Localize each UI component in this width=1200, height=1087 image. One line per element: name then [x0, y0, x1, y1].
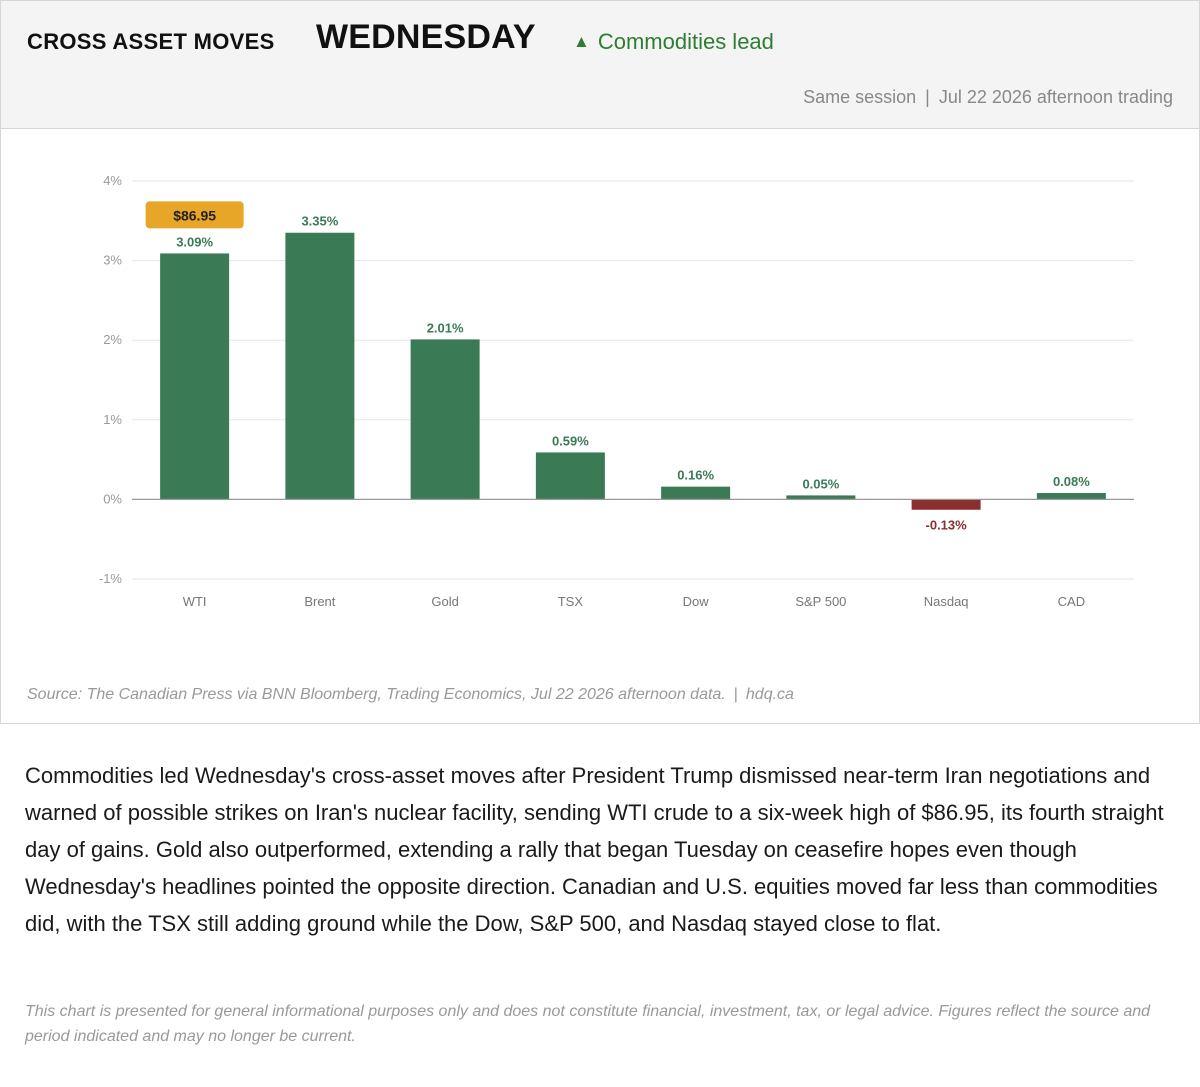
- bar: [535, 452, 605, 500]
- data-label: 3.35%: [301, 214, 338, 229]
- source-site: hdq.ca: [745, 686, 794, 703]
- x-tick-label: WTI: [183, 594, 207, 609]
- data-label: -0.13%: [926, 518, 968, 533]
- disclaimer-text: This chart is presented for general info…: [25, 1003, 1151, 1045]
- x-tick-label: Nasdaq: [924, 594, 969, 609]
- bar: [160, 253, 230, 500]
- x-tick-label: S&P 500: [795, 594, 846, 609]
- separator: |: [733, 686, 738, 703]
- session-info: Same session | Jul 22 2026 afternoon tradi…: [803, 87, 1173, 108]
- headline-title: WEDNESDAY: [316, 18, 536, 56]
- data-label: 3.09%: [176, 234, 213, 249]
- x-tick-label: Brent: [304, 594, 335, 609]
- bar: [911, 499, 981, 510]
- y-tick-label: 0%: [103, 491, 122, 506]
- separator: |: [925, 87, 930, 107]
- article-paragraph: Commodities led Wednesday's cross-asset …: [25, 763, 1164, 936]
- data-label: 2.01%: [427, 320, 464, 335]
- chart-header: CROSS ASSET MOVES WEDNESDAY ▲ Commodities…: [1, 1, 1199, 129]
- commodities-lead-tag: ▲ Commodities lead: [573, 29, 774, 55]
- y-tick-label: 2%: [103, 332, 122, 347]
- up-triangle-icon: ▲: [573, 32, 590, 51]
- y-tick-label: 3%: [103, 253, 122, 268]
- price-badge-label: $86.95: [173, 207, 216, 223]
- x-tick-label: TSX: [558, 594, 584, 609]
- y-tick-label: 4%: [103, 173, 122, 188]
- bar: [410, 339, 480, 500]
- data-label: 0.59%: [552, 433, 589, 448]
- bar: [661, 486, 731, 500]
- y-tick-label: 1%: [103, 412, 122, 427]
- bar: [285, 232, 355, 500]
- bar: [786, 495, 856, 500]
- x-tick-label: Gold: [431, 594, 458, 609]
- y-tick-label: -1%: [99, 571, 123, 586]
- session-label: Same session: [803, 87, 917, 107]
- x-tick-label: Dow: [683, 594, 710, 609]
- kicker-title: CROSS ASSET MOVES: [27, 29, 275, 54]
- x-tick-label: CAD: [1058, 594, 1085, 609]
- data-label: 0.16%: [677, 468, 714, 483]
- source-line: Source: The Canadian Press via BNN Bloom…: [27, 686, 794, 704]
- price-badge: [145, 201, 244, 229]
- chart-card: CROSS ASSET MOVES WEDNESDAY ▲ Commodities…: [0, 0, 1200, 724]
- tag-label: Commodities lead: [597, 29, 774, 54]
- bar: [1036, 493, 1106, 500]
- session-date: Jul 22 2026 afternoon trading: [938, 87, 1173, 107]
- bar-chart: -1% 0% 1% 2% 3% 4% 3.09% WTI $86.95 3.35% Brent 2.0…: [99, 173, 1134, 609]
- data-label: 0.08%: [1053, 474, 1090, 489]
- source-text: Source: The Canadian Press via BNN Bloom…: [27, 686, 726, 703]
- data-label: 0.05%: [802, 476, 839, 491]
